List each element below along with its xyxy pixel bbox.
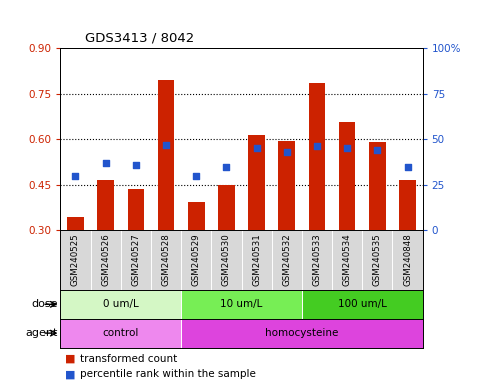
Text: ■: ■	[65, 354, 76, 364]
Text: dose: dose	[31, 299, 58, 310]
Point	[373, 147, 381, 153]
Text: GDS3413 / 8042: GDS3413 / 8042	[85, 31, 194, 44]
Point	[313, 143, 321, 149]
Text: 100 um/L: 100 um/L	[338, 299, 387, 310]
Text: GSM240531: GSM240531	[252, 233, 261, 286]
Text: GSM240532: GSM240532	[282, 233, 291, 286]
Bar	[158, 80, 174, 230]
Text: 10 um/L: 10 um/L	[220, 299, 263, 310]
Point	[283, 149, 291, 155]
Bar	[309, 83, 325, 230]
Text: GSM240533: GSM240533	[313, 233, 322, 286]
Bar	[128, 189, 144, 230]
Bar	[302, 290, 423, 319]
Point	[223, 164, 230, 170]
Text: GSM240529: GSM240529	[192, 233, 201, 286]
Bar	[218, 185, 235, 230]
Bar	[248, 135, 265, 230]
Bar	[67, 217, 84, 230]
Point	[343, 145, 351, 151]
Point	[253, 145, 260, 151]
Point	[192, 173, 200, 179]
Text: GSM240534: GSM240534	[342, 233, 352, 286]
Text: GSM240528: GSM240528	[161, 233, 170, 286]
Text: 0 um/L: 0 um/L	[103, 299, 139, 310]
Point	[132, 162, 140, 168]
Text: GSM240526: GSM240526	[101, 233, 110, 286]
Text: agent: agent	[26, 328, 58, 338]
Text: ■: ■	[65, 369, 76, 379]
Point	[404, 164, 412, 170]
Bar	[181, 290, 302, 319]
Bar	[369, 142, 385, 230]
Bar	[339, 122, 355, 230]
Point	[102, 160, 110, 166]
Text: GSM240525: GSM240525	[71, 233, 80, 286]
Text: GSM240530: GSM240530	[222, 233, 231, 286]
Text: transformed count: transformed count	[80, 354, 177, 364]
Text: homocysteine: homocysteine	[265, 328, 339, 338]
Text: control: control	[102, 328, 139, 338]
Text: GSM240848: GSM240848	[403, 233, 412, 286]
Bar	[98, 180, 114, 230]
Bar	[181, 319, 423, 348]
Bar	[399, 180, 416, 230]
Text: GSM240535: GSM240535	[373, 233, 382, 286]
Point	[71, 173, 79, 179]
Bar	[279, 141, 295, 230]
Bar	[60, 319, 181, 348]
Text: percentile rank within the sample: percentile rank within the sample	[80, 369, 256, 379]
Bar	[188, 202, 204, 230]
Point	[162, 142, 170, 148]
Bar	[60, 290, 181, 319]
Text: GSM240527: GSM240527	[131, 233, 141, 286]
